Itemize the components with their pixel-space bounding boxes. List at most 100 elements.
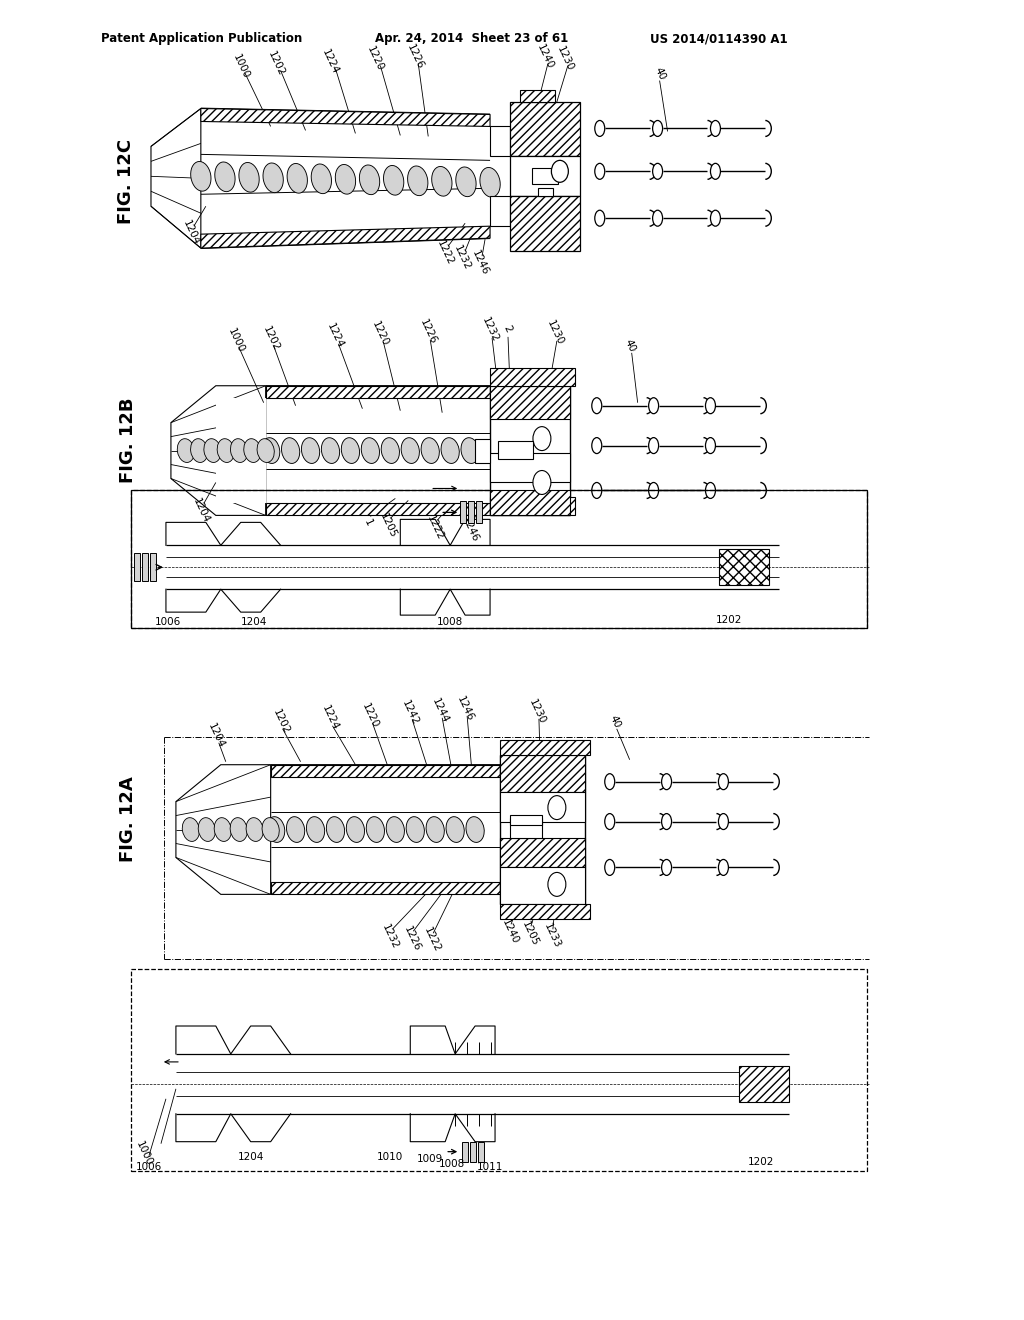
Ellipse shape: [287, 164, 307, 193]
Ellipse shape: [706, 397, 716, 413]
Ellipse shape: [199, 817, 215, 841]
Ellipse shape: [401, 438, 420, 463]
Ellipse shape: [177, 438, 195, 462]
Ellipse shape: [384, 165, 403, 195]
Text: 1011: 1011: [477, 1162, 503, 1172]
Text: 1202: 1202: [265, 50, 286, 78]
Ellipse shape: [407, 817, 424, 842]
Text: 1204: 1204: [190, 496, 211, 524]
Bar: [510, 817, 542, 837]
Text: FIG. 12B: FIG. 12B: [119, 397, 137, 483]
Ellipse shape: [282, 438, 300, 463]
Ellipse shape: [266, 817, 285, 842]
Ellipse shape: [719, 859, 728, 875]
Text: 1230: 1230: [526, 698, 547, 726]
Bar: [538, 189, 553, 197]
Text: 1006: 1006: [136, 1162, 162, 1172]
Bar: [142, 553, 148, 581]
Ellipse shape: [386, 817, 404, 842]
Ellipse shape: [480, 168, 500, 197]
Text: 1224: 1224: [321, 48, 341, 75]
Text: 1009: 1009: [417, 1154, 443, 1164]
Text: 1246: 1246: [455, 694, 475, 723]
Bar: [500, 755, 585, 904]
Ellipse shape: [327, 817, 345, 842]
Text: 1226: 1226: [418, 318, 438, 346]
Text: 1224: 1224: [321, 704, 341, 733]
Bar: [490, 368, 574, 385]
Bar: [500, 837, 585, 867]
Bar: [475, 438, 490, 462]
Ellipse shape: [287, 817, 305, 842]
Text: 2: 2: [501, 323, 513, 334]
Text: 1000: 1000: [134, 1139, 154, 1168]
Bar: [161, 385, 839, 576]
Text: 1202: 1202: [716, 615, 742, 626]
Bar: [490, 385, 569, 418]
Ellipse shape: [263, 162, 284, 193]
Bar: [510, 156, 580, 197]
Ellipse shape: [306, 817, 325, 842]
Text: 1008: 1008: [437, 618, 463, 627]
Ellipse shape: [532, 470, 551, 495]
Bar: [510, 197, 580, 251]
Polygon shape: [270, 764, 500, 776]
Text: 40: 40: [623, 338, 637, 354]
Ellipse shape: [456, 166, 476, 197]
Ellipse shape: [262, 817, 280, 841]
Text: 1010: 1010: [377, 1151, 403, 1162]
Ellipse shape: [182, 817, 200, 841]
Polygon shape: [201, 226, 490, 248]
Ellipse shape: [217, 438, 234, 462]
Polygon shape: [265, 503, 490, 515]
Text: 1232: 1232: [380, 923, 400, 950]
Ellipse shape: [446, 817, 464, 842]
Ellipse shape: [605, 774, 614, 789]
Bar: [476, 502, 482, 523]
Polygon shape: [151, 108, 201, 248]
Ellipse shape: [662, 813, 672, 829]
Ellipse shape: [421, 438, 439, 463]
Ellipse shape: [361, 438, 380, 463]
Polygon shape: [201, 108, 490, 127]
Text: 1232: 1232: [480, 315, 500, 345]
Text: FIG. 12C: FIG. 12C: [117, 139, 135, 224]
Text: 1205: 1205: [520, 919, 540, 948]
Bar: [131, 491, 867, 628]
Text: FIG. 12A: FIG. 12A: [119, 776, 137, 862]
Bar: [490, 498, 574, 515]
Bar: [490, 491, 569, 515]
Polygon shape: [201, 121, 490, 234]
Ellipse shape: [461, 438, 479, 463]
Text: 1240: 1240: [500, 917, 520, 945]
Ellipse shape: [381, 438, 399, 463]
Ellipse shape: [204, 438, 221, 462]
Text: Apr. 24, 2014  Sheet 23 of 61: Apr. 24, 2014 Sheet 23 of 61: [376, 32, 568, 45]
Ellipse shape: [230, 817, 248, 841]
Ellipse shape: [341, 438, 359, 463]
Ellipse shape: [648, 483, 658, 499]
Text: 1242: 1242: [400, 698, 421, 727]
Ellipse shape: [592, 483, 602, 499]
Text: 1220: 1220: [366, 45, 385, 73]
Text: 1232: 1232: [452, 244, 472, 272]
Ellipse shape: [432, 166, 452, 197]
Text: 1246: 1246: [470, 249, 490, 277]
Ellipse shape: [244, 438, 261, 462]
Ellipse shape: [246, 817, 263, 841]
Text: Patent Application Publication: Patent Application Publication: [101, 32, 302, 45]
Polygon shape: [490, 127, 510, 156]
Bar: [150, 553, 156, 581]
Bar: [500, 904, 590, 919]
Text: 1202: 1202: [260, 325, 281, 352]
Ellipse shape: [706, 438, 716, 454]
Text: 1226: 1226: [406, 42, 425, 71]
Text: 1222: 1222: [422, 927, 442, 954]
Ellipse shape: [711, 120, 721, 136]
Ellipse shape: [322, 438, 340, 463]
Text: 1000: 1000: [230, 53, 251, 81]
Text: 1222: 1222: [425, 513, 445, 541]
Bar: [739, 1065, 790, 1102]
Ellipse shape: [359, 165, 380, 194]
Ellipse shape: [408, 166, 428, 195]
